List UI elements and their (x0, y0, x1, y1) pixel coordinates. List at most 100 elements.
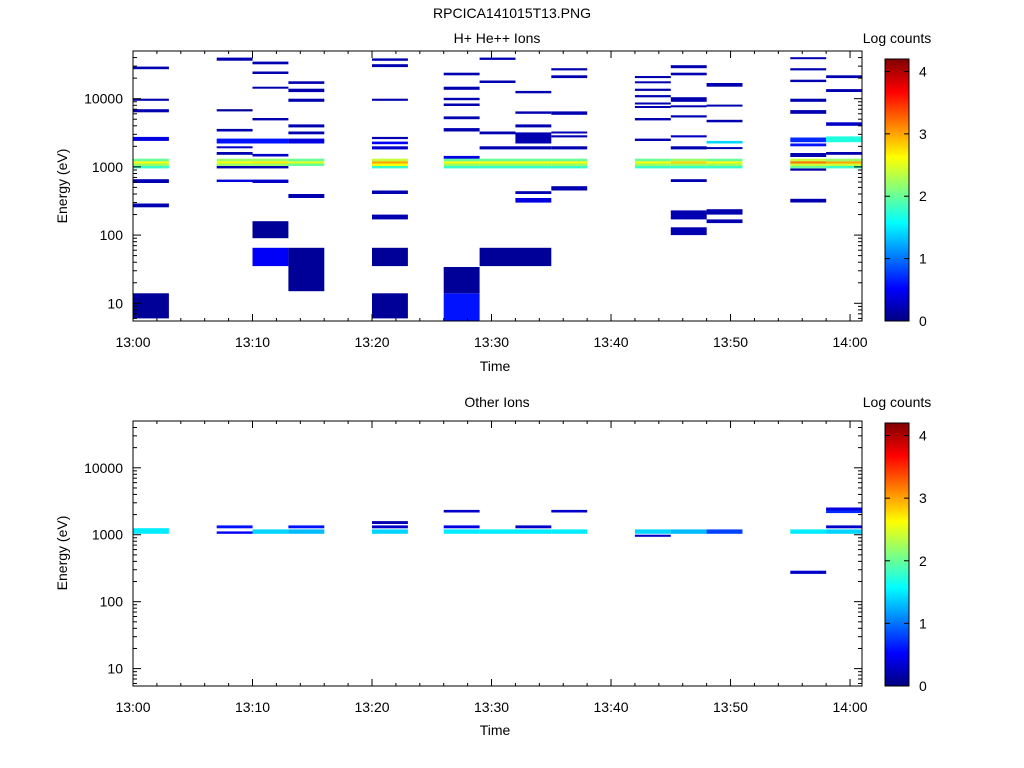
y-tick-label: 1000 (92, 527, 123, 543)
heatmap-cell (443, 166, 480, 169)
heatmap-cell (443, 161, 480, 164)
x-tick-label: 13:50 (713, 334, 748, 350)
heatmap-cell (706, 161, 743, 164)
heatmap-cell (443, 293, 480, 321)
colorbar-tick-label: 1 (919, 615, 927, 631)
heatmap-cell (216, 109, 253, 112)
heatmap-cell (252, 163, 289, 166)
heatmap-cell (288, 131, 325, 135)
x-tick-label: 13:10 (235, 334, 270, 350)
heatmap-cell (372, 293, 408, 319)
heatmap-cell (634, 106, 671, 108)
heatmap-cell (133, 166, 169, 169)
heatmap-cell (790, 137, 827, 143)
heatmap-cell (670, 179, 707, 182)
heatmap-cell (252, 158, 289, 162)
heatmap-cell (826, 529, 862, 534)
heatmap-cell (133, 293, 169, 319)
x-tick-label: 14:00 (833, 699, 868, 715)
heatmap-cell (790, 110, 827, 114)
heatmap-cell (372, 190, 408, 194)
heatmap-cell (133, 203, 169, 208)
heatmap-cell (372, 58, 408, 61)
heatmap-cell (372, 64, 408, 68)
x-tick-label: 13:40 (594, 334, 629, 350)
heatmap-cell (252, 153, 289, 157)
heatmap-cell (790, 529, 827, 534)
colorbar-tick-label: 2 (919, 553, 927, 569)
heatmap-cell (479, 163, 516, 166)
panel-title: Other Ions (464, 394, 529, 410)
heatmap-cell (252, 86, 289, 89)
y-tick-label: 10 (107, 661, 123, 677)
heatmap-cells (133, 57, 862, 321)
heatmap-cell (479, 146, 516, 150)
heatmap-cell (443, 525, 480, 529)
heatmap-cell (706, 147, 743, 150)
y-tick-label: 10000 (84, 460, 123, 476)
heatmap-cell (443, 267, 480, 294)
heatmap-cell (133, 66, 169, 70)
heatmap-cell (288, 194, 325, 198)
heatmap-cell (634, 166, 671, 169)
heatmap-cell (551, 135, 588, 138)
heatmap-cell (634, 138, 671, 141)
heatmap-cell (216, 128, 253, 132)
heatmap-cell (372, 158, 408, 162)
heatmap-cell (479, 247, 516, 267)
heatmap-cell (826, 510, 862, 514)
heatmap-cell (634, 158, 671, 162)
heatmap-cell (790, 161, 827, 164)
heatmap-cell (443, 155, 480, 159)
heatmap-cell (252, 71, 289, 74)
heatmap-cell (634, 529, 671, 534)
heatmap-cell (443, 86, 480, 90)
x-tick-label: 14:00 (833, 334, 868, 350)
heatmap-cell (479, 80, 516, 83)
heatmap-cell (479, 57, 516, 60)
x-tick-label: 13:20 (354, 699, 389, 715)
colorbar-ticks: 0 1 2 3 4 (885, 63, 927, 329)
heatmap-cell (288, 163, 325, 166)
heatmap-cell (634, 102, 671, 105)
heatmap-cell (479, 131, 516, 135)
heatmap-cell (551, 111, 588, 115)
heatmap-cell (133, 528, 169, 534)
heatmap-cell (515, 132, 552, 144)
heatmap-cell (133, 98, 169, 101)
heatmap-cell (443, 103, 480, 106)
heatmap-cell (670, 166, 707, 169)
heatmap-cell (515, 124, 552, 128)
plot-frame (132, 50, 863, 322)
heatmap-cell (372, 166, 408, 169)
heatmap-cell (252, 529, 289, 534)
panel-h-he-ions: H+ He++ Ions 13:00 13:10 13:20 13:30 13:40 13… (54, 30, 931, 374)
heatmap-cell (372, 214, 408, 220)
heatmap-cell (515, 247, 552, 267)
heatmap-cell (443, 116, 480, 120)
heatmap-cell (706, 104, 743, 107)
heatmap-cell (372, 521, 408, 524)
heatmap-cell (826, 136, 862, 143)
heatmap-cell (706, 209, 743, 215)
colorbar-tick-label: 0 (919, 313, 927, 329)
heatmap-cell (551, 158, 588, 162)
heatmap-cell (133, 109, 169, 113)
heatmap-cell (826, 161, 862, 164)
heatmap-cell (288, 161, 325, 164)
heatmap-cell (670, 146, 707, 150)
axes: 13:00 13:10 13:20 13:30 13:40 13:50 14:00 10 100… (84, 50, 868, 350)
colorbar-tick-label: 4 (919, 428, 927, 444)
heatmap-cell (288, 158, 325, 162)
colorbar-tick-label: 4 (919, 63, 927, 79)
y-tick-label: 100 (100, 594, 124, 610)
heatmap-cell (670, 158, 707, 162)
heatmap-cell (252, 138, 289, 144)
heatmap-cell (670, 105, 707, 108)
heatmap-cell (551, 131, 588, 134)
heatmap-cell (443, 128, 480, 132)
heatmap-cell (252, 161, 289, 164)
x-tick-label: 13:10 (235, 699, 270, 715)
colorbar-label: Log counts (863, 394, 932, 410)
heatmap-cell (826, 89, 862, 92)
